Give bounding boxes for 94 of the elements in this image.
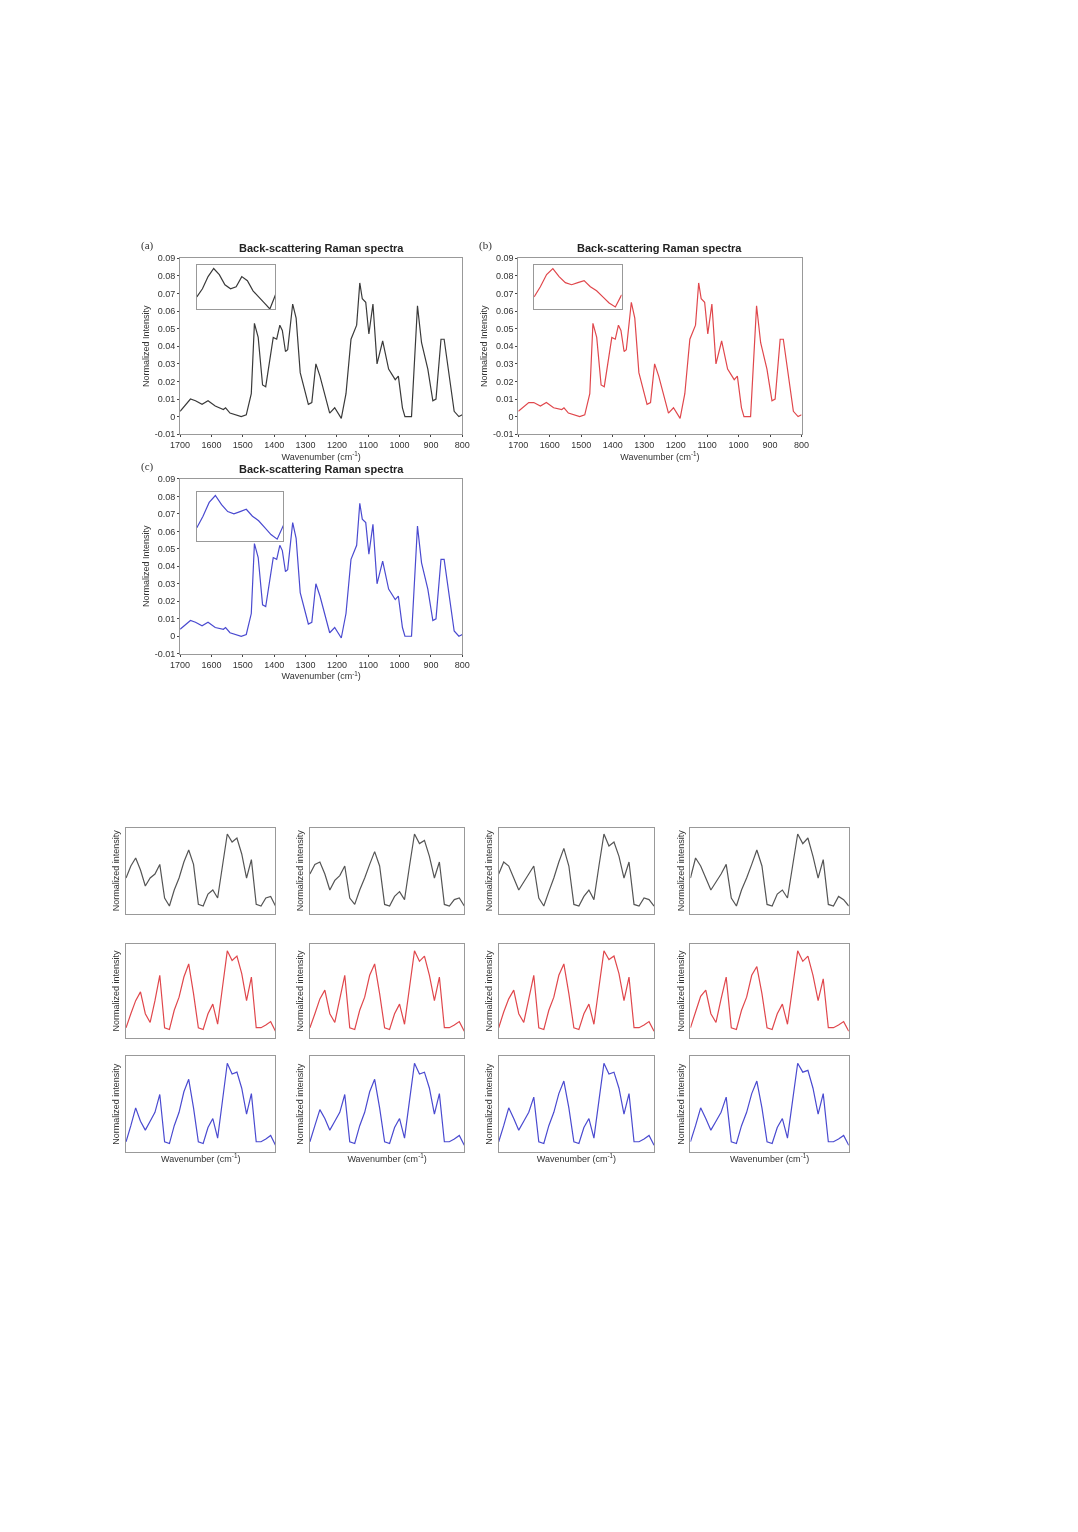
x-tick-label: 1600 bbox=[201, 659, 222, 670]
x-tick-label: 900 bbox=[762, 439, 778, 450]
y-axis-title: Normalized intensity bbox=[111, 829, 122, 912]
y-axis-title: Normalized Intensity bbox=[479, 305, 490, 388]
x-tick-label: 1000 bbox=[728, 439, 749, 450]
x-tick-label: 1600 bbox=[201, 439, 222, 450]
chart-title: Back-scattering Raman spectra bbox=[239, 242, 405, 254]
x-axis-title: Wavenumber (cm$^{-1}$) bbox=[281, 669, 361, 682]
x-axis-title: Wavenumber (cm$^{-1}$) bbox=[347, 1152, 427, 1165]
y-tick-label: 0.01 bbox=[157, 613, 176, 624]
x-tick-label: 1200 bbox=[326, 659, 347, 670]
x-tick-label: 1300 bbox=[295, 659, 316, 670]
y-axis-title: Normalized intensity bbox=[111, 1063, 122, 1145]
line-series bbox=[180, 502, 463, 639]
y-tick-label: 0.04 bbox=[157, 561, 176, 572]
x-tick-label: 1700 bbox=[170, 659, 191, 670]
x-axis-title: Wavenumber (cm$^{-1}$) bbox=[729, 1152, 810, 1165]
y-axis-title: Normalized intensity bbox=[295, 1063, 306, 1145]
y-tick-label: 0.02 bbox=[157, 596, 176, 607]
x-tick-label: 1100 bbox=[358, 439, 378, 450]
y-tick-label: 0.06 bbox=[157, 526, 176, 537]
y-axis-title: Normalized intensity bbox=[295, 829, 306, 912]
x-tick-label: 1400 bbox=[264, 659, 285, 670]
y-axis-title: Normalized intensity bbox=[675, 829, 686, 912]
y-tick-label: 0.04 bbox=[157, 341, 176, 352]
y-tick-label: 0.07 bbox=[496, 288, 514, 299]
x-tick-label: 1500 bbox=[571, 439, 592, 450]
x-tick-label: 1100 bbox=[697, 439, 717, 450]
y-tick-label: 0.01 bbox=[157, 394, 176, 405]
y-tick-label: 0.05 bbox=[496, 323, 514, 334]
y-tick-label: 0.03 bbox=[157, 578, 176, 589]
text: (b) bbox=[479, 239, 493, 252]
y-tick-label: 0.06 bbox=[496, 306, 514, 317]
x-tick-label: 1000 bbox=[389, 659, 410, 670]
y-tick-label: 0.04 bbox=[496, 341, 514, 352]
y-axis-title: Normalized intensity bbox=[675, 950, 686, 1032]
x-tick-label: 1700 bbox=[170, 439, 191, 450]
y-axis-title: Normalized intensity bbox=[484, 829, 495, 912]
x-tick-label: 1600 bbox=[539, 439, 560, 450]
x-tick-label: 1500 bbox=[232, 659, 253, 670]
x-tick-label: 1200 bbox=[665, 439, 686, 450]
x-tick-label: 900 bbox=[423, 439, 439, 450]
y-axis-title: Normalized intensity bbox=[111, 950, 122, 1032]
text: (a) bbox=[141, 239, 154, 252]
y-axis-title: Normalized Intensity bbox=[141, 305, 152, 388]
chart-title: Back-scattering Raman spectra bbox=[239, 463, 405, 475]
y-axis-title: Normalized intensity bbox=[484, 1063, 495, 1145]
line-series bbox=[518, 282, 802, 419]
text: (c) bbox=[141, 460, 154, 473]
x-tick-label: 1000 bbox=[389, 439, 410, 450]
chart-title: Back-scattering Raman spectra bbox=[577, 242, 743, 254]
x-tick-label: 800 bbox=[454, 659, 470, 670]
line-series bbox=[180, 282, 463, 419]
y-axis-title: Normalized intensity bbox=[484, 950, 495, 1032]
y-axis-title: Normalized intensity bbox=[675, 1063, 686, 1145]
x-tick-label: 1400 bbox=[264, 439, 285, 450]
y-tick-label: 0.03 bbox=[157, 359, 176, 369]
y-tick-label: 0.09 bbox=[496, 253, 514, 264]
x-axis-title: Wavenumber (cm$^{-1}$) bbox=[620, 449, 700, 462]
y-tick-label: 0.01 bbox=[496, 394, 514, 405]
x-tick-label: 1300 bbox=[295, 439, 316, 450]
y-tick-label: 0.02 bbox=[157, 376, 176, 387]
x-tick-label: 1200 bbox=[326, 439, 347, 450]
y-tick-label: -0.01 bbox=[493, 429, 514, 440]
y-axis-title: Normalized Intensity bbox=[141, 525, 152, 608]
y-tick-label: 0 bbox=[508, 411, 514, 422]
y-tick-label: 0.05 bbox=[157, 323, 176, 334]
x-axis-title: Wavenumber (cm$^{-1}$) bbox=[536, 1152, 617, 1165]
x-tick-label: 1500 bbox=[232, 439, 253, 450]
y-tick-label: 0.07 bbox=[157, 509, 176, 520]
x-axis-title: Wavenumber (cm$^{-1}$) bbox=[161, 1152, 241, 1165]
y-axis-title: Normalized intensity bbox=[295, 950, 306, 1032]
x-tick-label: 900 bbox=[423, 659, 439, 670]
y-tick-label: 0 bbox=[170, 411, 176, 422]
y-tick-label: 0 bbox=[170, 631, 176, 642]
y-tick-label: 0.08 bbox=[496, 271, 514, 282]
x-tick-label: 1100 bbox=[358, 659, 378, 670]
y-tick-label: 0.05 bbox=[157, 543, 176, 554]
y-tick-label: 0.03 bbox=[496, 359, 514, 369]
y-tick-label: 0.06 bbox=[157, 306, 176, 317]
y-tick-label: 0.09 bbox=[157, 253, 176, 264]
x-tick-label: 800 bbox=[794, 439, 810, 450]
x-tick-label: 1400 bbox=[602, 439, 623, 450]
x-axis-title: Wavenumber (cm$^{-1}$) bbox=[281, 449, 361, 462]
y-tick-label: -0.01 bbox=[154, 429, 176, 440]
x-tick-label: 1700 bbox=[508, 439, 529, 450]
x-tick-label: 1300 bbox=[634, 439, 655, 450]
y-tick-label: 0.07 bbox=[157, 288, 176, 299]
x-tick-label: 800 bbox=[454, 439, 470, 450]
y-tick-label: 0.08 bbox=[157, 491, 176, 502]
y-tick-label: 0.08 bbox=[157, 271, 176, 282]
y-tick-label: -0.01 bbox=[154, 648, 176, 659]
y-tick-label: 0.02 bbox=[496, 376, 514, 387]
y-tick-label: 0.09 bbox=[157, 474, 176, 485]
